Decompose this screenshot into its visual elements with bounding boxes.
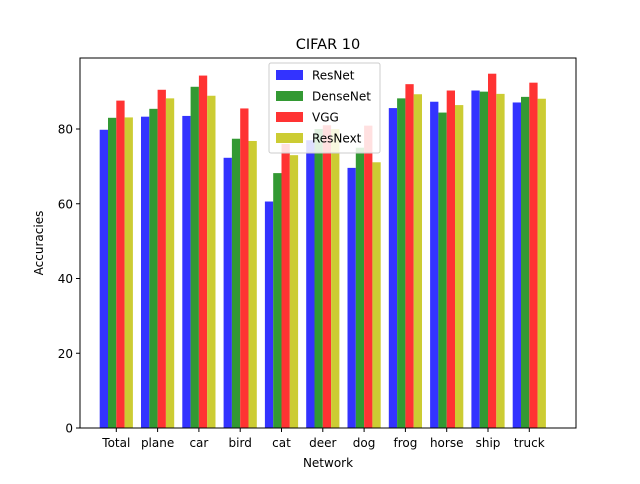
bar-resnet-total — [99, 129, 108, 428]
x-tick-label-cat: cat — [272, 436, 291, 450]
bar-densenet-plane — [149, 108, 158, 428]
bar-resnet-car — [182, 115, 191, 429]
y-tick-label: 40 — [58, 272, 73, 286]
x-tick-label-total: Total — [101, 436, 130, 450]
bar-vgg-car — [198, 75, 208, 428]
bar-resnext-bird — [248, 140, 257, 428]
y-tick-label: 60 — [58, 197, 73, 211]
x-tick-label-plane: plane — [141, 436, 174, 450]
x-axis: Total plane car bird cat deer dog frog horse ship… — [101, 428, 545, 450]
x-tick-label-horse: horse — [430, 436, 464, 450]
bar-vgg-bird — [240, 108, 249, 428]
y-axis: 0 20 40 60 80 — [58, 123, 80, 436]
legend-swatch-vgg — [276, 112, 303, 122]
x-tick-label-truck: truck — [514, 436, 545, 450]
bar-resnext-total — [124, 117, 133, 429]
bar-resnet-horse — [430, 101, 439, 428]
bar-densenet-total — [108, 117, 117, 429]
x-tick-label-dog: dog — [353, 436, 376, 450]
bar-resnext-horse — [455, 105, 464, 428]
bar-vgg-plane — [157, 89, 166, 429]
bar-resnext-dog — [372, 162, 381, 428]
legend-swatch-resnet — [276, 70, 303, 80]
legend: ResNet DenseNet VGG ResNext — [268, 62, 381, 154]
x-tick-label-bird: bird — [229, 436, 252, 450]
bar-resnext-cat — [289, 155, 299, 429]
legend-swatch-densenet — [276, 91, 303, 101]
bar-densenet-dog — [355, 147, 365, 428]
bars-group — [99, 73, 546, 429]
bar-densenet-cat — [273, 173, 282, 428]
bar-densenet-frog — [397, 98, 406, 429]
legend-label-resnet: ResNet — [312, 69, 355, 83]
bar-vgg-ship — [488, 73, 497, 428]
bar-densenet-bird — [231, 138, 241, 429]
bar-resnext-ship — [496, 93, 505, 428]
x-tick-label-ship: ship — [476, 436, 501, 450]
bar-resnext-car — [207, 95, 216, 428]
legend-label-vgg: VGG — [312, 111, 339, 125]
plot-frame — [79, 57, 577, 429]
bar-resnet-cat — [264, 201, 274, 428]
y-tick-label: 0 — [65, 422, 73, 436]
bar-densenet-truck — [521, 96, 530, 429]
bar-resnet-ship — [471, 90, 480, 429]
bar-resnext-plane — [165, 98, 175, 429]
bar-resnext-frog — [413, 94, 422, 428]
bar-vgg-truck — [529, 82, 538, 429]
bar-densenet-ship — [479, 91, 488, 428]
y-tick-label: 80 — [58, 123, 73, 137]
x-tick-label-deer: deer — [309, 436, 336, 450]
legend-swatch-resnext — [276, 133, 303, 143]
y-axis-label: Accuracies — [32, 211, 46, 276]
bar-resnet-deer — [306, 140, 315, 428]
bar-densenet-car — [190, 86, 199, 428]
bar-vgg-total — [116, 100, 125, 429]
bar-vgg-dog — [364, 125, 373, 429]
bar-resnet-frog — [388, 108, 398, 428]
chart-title: CIFAR 10 — [296, 37, 360, 53]
bar-resnext-truck — [537, 98, 546, 429]
bar-densenet-horse — [438, 112, 447, 428]
x-axis-label: Network — [303, 456, 353, 470]
bar-vgg-frog — [405, 84, 414, 428]
legend-label-densenet: DenseNet — [312, 90, 371, 104]
bar-resnet-dog — [347, 167, 356, 428]
bar-vgg-horse — [446, 90, 455, 429]
bar-vgg-cat — [281, 143, 290, 428]
y-tick-label: 20 — [58, 347, 73, 361]
x-tick-label-car: car — [189, 436, 208, 450]
bar-densenet-deer — [314, 129, 323, 428]
bar-vgg-deer — [322, 125, 332, 429]
legend-label-resnext: ResNext — [312, 132, 362, 146]
bar-resnet-bird — [223, 157, 232, 429]
bar-resnext-deer — [331, 129, 340, 428]
bar-resnet-plane — [141, 116, 150, 429]
legend-box — [268, 62, 381, 154]
bar-resnet-truck — [512, 102, 521, 428]
x-tick-label-frog: frog — [393, 436, 417, 450]
